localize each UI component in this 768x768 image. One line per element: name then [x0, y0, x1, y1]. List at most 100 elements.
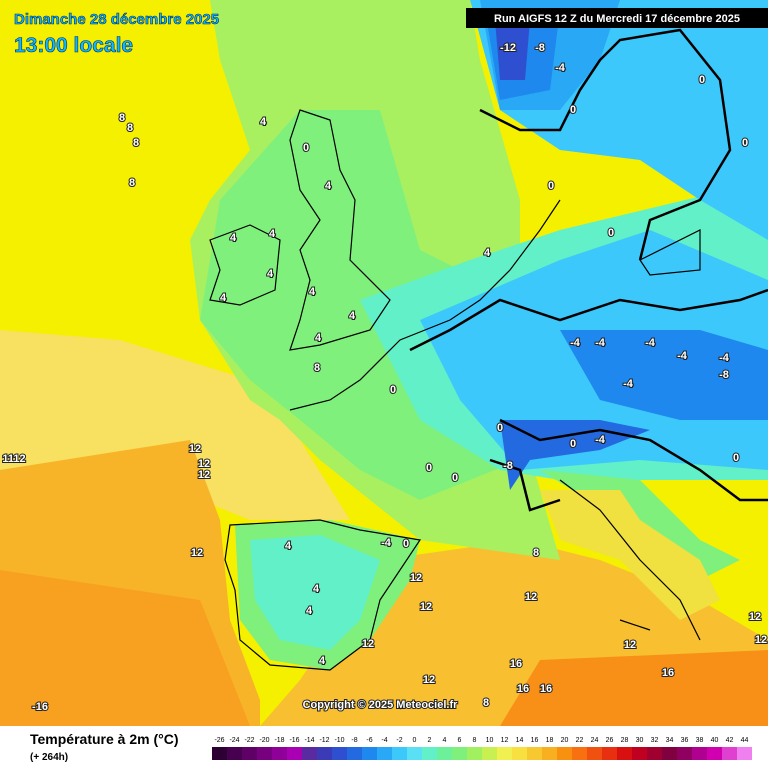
scale-swatch	[482, 747, 497, 760]
scale-swatch	[707, 747, 722, 760]
contour-label: -4	[677, 350, 688, 362]
contour-label: 12	[525, 591, 537, 603]
contour-label: 0	[733, 452, 739, 464]
contour-label: 4	[325, 180, 332, 192]
scale-label: 34	[666, 737, 674, 744]
scale-swatch	[542, 747, 557, 760]
scale-swatch	[347, 747, 362, 760]
contour-label: 12	[198, 458, 210, 470]
contour-label: 16	[517, 683, 529, 695]
contour-label: 16	[662, 667, 674, 679]
contour-label: 0	[742, 137, 748, 149]
contour-label: 4	[319, 655, 326, 667]
scale-label: 40	[711, 737, 719, 744]
contour-label: 0	[570, 438, 576, 450]
scale-label: 28	[621, 737, 629, 744]
scale-label: -4	[381, 737, 387, 744]
scale-swatch	[587, 747, 602, 760]
scale-label: 44	[741, 737, 749, 744]
coastlines	[209, 109, 701, 671]
scale-swatch	[467, 747, 482, 760]
scale-label: 30	[636, 737, 644, 744]
scale-swatch	[227, 747, 242, 760]
contour-label: -16	[32, 701, 48, 713]
scale-label: 20	[561, 737, 569, 744]
scale-label: -20	[259, 737, 269, 744]
contour-label: 12	[420, 601, 432, 613]
scale-label: 6	[458, 737, 462, 744]
contour-label: -8	[503, 460, 513, 472]
scale-swatch	[302, 747, 317, 760]
scale-label: 42	[726, 737, 734, 744]
contour-label: 12	[191, 547, 203, 559]
contour-label: 16	[540, 683, 552, 695]
legend-title: Température à 2m (°C)	[30, 731, 179, 747]
contour-label: 8	[119, 112, 125, 124]
scale-label: -14	[304, 737, 314, 744]
scale-label: -10	[334, 737, 344, 744]
contour-label: 8	[533, 547, 539, 559]
scale-label: 8	[473, 737, 477, 744]
contour-label: 8	[133, 137, 139, 149]
contour-label: 12	[410, 572, 422, 584]
contour-label: 0	[570, 104, 576, 116]
scale-swatch	[407, 747, 422, 760]
scale-swatch	[242, 747, 257, 760]
contour-label: 4	[230, 232, 237, 244]
scale-swatch	[692, 747, 707, 760]
scale-swatch	[602, 747, 617, 760]
contour-label: -4	[623, 378, 634, 390]
scale-label: 26	[606, 737, 614, 744]
scale-label: -24	[229, 737, 239, 744]
contour-label: 16	[510, 658, 522, 670]
scale-swatch	[392, 747, 407, 760]
contour-label: -8	[719, 369, 729, 381]
contour-label: 0	[452, 472, 458, 484]
scale-label: 18	[546, 737, 554, 744]
contour-label: 12	[755, 634, 767, 646]
contour-label: 8	[129, 177, 135, 189]
scale-swatch	[677, 747, 692, 760]
contour-label: 12	[198, 469, 210, 481]
scale-swatch	[662, 747, 677, 760]
scale-label: 22	[576, 737, 584, 744]
scale-label: -18	[274, 737, 284, 744]
contour-label: -4	[595, 337, 606, 349]
scale-swatch	[557, 747, 572, 760]
contour-label: 12	[189, 443, 201, 455]
scale-label: 2	[428, 737, 432, 744]
contour-label: -4	[719, 352, 730, 364]
scale-label: -8	[351, 737, 357, 744]
forecast-date: Dimanche 28 décembre 2025	[14, 11, 219, 28]
scale-label: 36	[681, 737, 689, 744]
scale-label: 16	[531, 737, 539, 744]
contour-label: -4	[570, 337, 581, 349]
scale-label: 0	[413, 737, 417, 744]
scale-label: 38	[696, 737, 704, 744]
contour-label: 4	[349, 310, 356, 322]
scale-label: -16	[289, 737, 299, 744]
scale-swatch	[617, 747, 632, 760]
scale-swatch	[512, 747, 527, 760]
contour-label: -8	[535, 42, 545, 54]
legend-subtitle: (+ 264h)	[30, 752, 68, 763]
contour-label: 4	[269, 228, 276, 240]
contour-label: 4	[315, 332, 322, 344]
temperature-field	[0, 0, 768, 726]
scale-label: -2	[396, 737, 402, 744]
contour-label: -4	[595, 434, 606, 446]
contour-label: 4	[309, 286, 316, 298]
scale-swatch	[497, 747, 512, 760]
scale-swatch	[257, 747, 272, 760]
run-info: Run AIGFS 12 Z du Mercredi 17 décembre 2…	[494, 13, 740, 25]
scale-swatch	[377, 747, 392, 760]
contour-label: 0	[403, 538, 409, 550]
scale-swatch	[287, 747, 302, 760]
contour-label: 8	[314, 362, 320, 374]
contour-label: 0	[548, 180, 554, 192]
forecast-time: 13:00 locale	[14, 34, 133, 57]
contour-label: 0	[699, 74, 705, 86]
scale-swatch	[272, 747, 287, 760]
